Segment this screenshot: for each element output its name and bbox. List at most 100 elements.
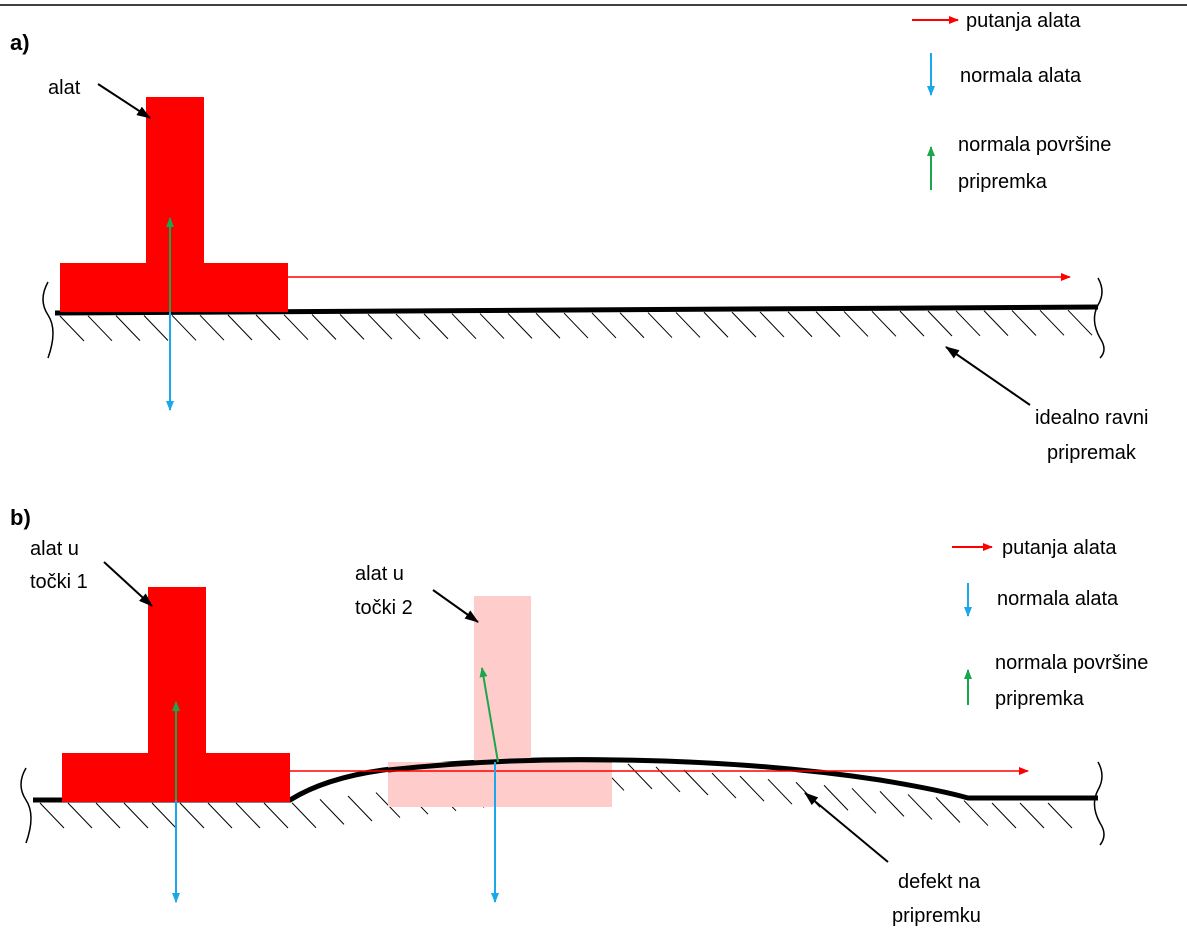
break-mark-left-b — [20, 767, 32, 844]
hatch-line — [963, 800, 989, 826]
tool-leader-a — [97, 83, 151, 119]
hatch-line — [1011, 310, 1037, 336]
surface-leader-a — [945, 346, 1031, 406]
hatch-line — [199, 314, 225, 341]
hatch-line — [675, 312, 701, 338]
hatch-line — [291, 802, 317, 829]
surface-normal-arrow-b2 — [479, 667, 499, 763]
legend-b-surface-normal-text-1: normala površine — [995, 652, 1148, 674]
hatch-line — [507, 313, 533, 339]
hatch-line — [731, 311, 757, 338]
hatch-line — [143, 315, 169, 341]
legend-b-tool-normal-text: normala alata — [997, 588, 1119, 610]
tool1-leader — [103, 561, 153, 607]
hatch-line — [955, 310, 981, 337]
tool1-label-line2: točki 1 — [30, 571, 88, 593]
hatch-line — [1039, 309, 1065, 336]
hatch-line — [423, 313, 449, 340]
hatch-line — [899, 310, 925, 337]
hatch-line — [983, 310, 1009, 337]
legend-a: putanja alata normala alata normala povr… — [912, 10, 1111, 193]
hatch-line — [647, 312, 673, 338]
hatch-a — [59, 309, 1093, 342]
tool2-leader — [432, 589, 479, 623]
hatch-line — [339, 314, 365, 340]
hatch-line — [207, 802, 233, 829]
hatch-line — [39, 802, 65, 829]
hatch-line — [1067, 309, 1093, 336]
hatch-line — [815, 311, 841, 337]
hatch-line — [171, 314, 197, 341]
hatch-line — [711, 772, 737, 799]
hatch-line — [151, 802, 177, 829]
legend-a-surface-normal-text-2: pripremka — [958, 171, 1048, 193]
hatch-line — [535, 312, 561, 339]
legend-a-surface-normal-text-1: normala površine — [958, 134, 1111, 156]
hatch-line — [703, 311, 729, 338]
legend-b-path-text: putanja alata — [1002, 537, 1117, 559]
tool-point-2 — [388, 596, 612, 807]
hatch-line — [991, 802, 1017, 829]
panel-b-label: b) — [10, 505, 31, 530]
hatch-line — [619, 312, 645, 339]
break-mark-left-a — [42, 281, 54, 359]
break-mark-right-a — [1093, 277, 1105, 359]
hatch-line — [451, 313, 477, 340]
break-mark-right-b — [1093, 761, 1105, 846]
tool1-label-line1: alat u — [30, 538, 79, 560]
hatch-line — [395, 313, 421, 340]
hatch-line — [1047, 802, 1073, 829]
hatch-line — [115, 315, 141, 341]
hatch-line — [591, 312, 617, 339]
surface-label-a-line2: pripremak — [1047, 442, 1137, 464]
hatch-line — [367, 313, 393, 340]
hatch-line — [879, 791, 905, 817]
legend-b: putanja alata normala alata normala povr… — [952, 537, 1148, 710]
tool2-label-line2: točki 2 — [355, 597, 413, 619]
hatch-line — [59, 315, 85, 342]
hatch-line — [283, 314, 309, 341]
hatch-line — [179, 802, 205, 829]
hatch-line — [311, 314, 337, 340]
hatch-line — [627, 763, 653, 790]
tool-a — [60, 97, 288, 312]
hatch-line — [95, 802, 121, 829]
defect-label-line1: defekt na — [898, 871, 981, 893]
hatch-line — [871, 310, 897, 337]
legend-a-path-text: putanja alata — [966, 10, 1081, 32]
hatch-line — [319, 799, 345, 825]
legend-b-surface-normal-text-2: pripremka — [995, 688, 1085, 710]
hatch-line — [907, 794, 933, 820]
hatch-line — [235, 802, 261, 829]
hatch-line — [935, 797, 961, 823]
surface-label-a-line1: idealno ravni — [1035, 407, 1148, 429]
tool2-label-line1: alat u — [355, 563, 404, 585]
tool-point-1 — [62, 587, 290, 802]
hatch-line — [87, 315, 113, 342]
hatch-line — [851, 787, 877, 814]
hatch-line — [759, 311, 785, 338]
hatch-line — [767, 778, 793, 805]
hatch-line — [123, 802, 149, 829]
hatch-line — [739, 775, 765, 802]
hatch-line — [787, 311, 813, 338]
hatch-line — [843, 311, 869, 337]
hatch-line — [479, 313, 505, 339]
hatch-line — [347, 795, 373, 822]
tool-label-a: alat — [48, 77, 81, 99]
hatch-line — [563, 312, 589, 339]
defect-leader — [804, 792, 889, 863]
defect-label-line2: pripremku — [892, 905, 981, 927]
defect-surface-overlay — [387, 757, 613, 773]
hatch-line — [683, 769, 709, 796]
hatch-line — [927, 310, 953, 337]
panel-b: b) alat u točki 1 alat u točki 2 defekt … — [10, 505, 1148, 927]
legend-a-tool-normal-text: normala alata — [960, 65, 1082, 87]
hatch-line — [67, 802, 93, 829]
hatch-line — [823, 784, 849, 811]
panel-a: a) alat idealno ravni pripremak putanja … — [10, 10, 1148, 464]
defect-surface-line — [33, 757, 1098, 803]
hatch-line — [227, 314, 253, 341]
panel-a-label: a) — [10, 30, 30, 55]
